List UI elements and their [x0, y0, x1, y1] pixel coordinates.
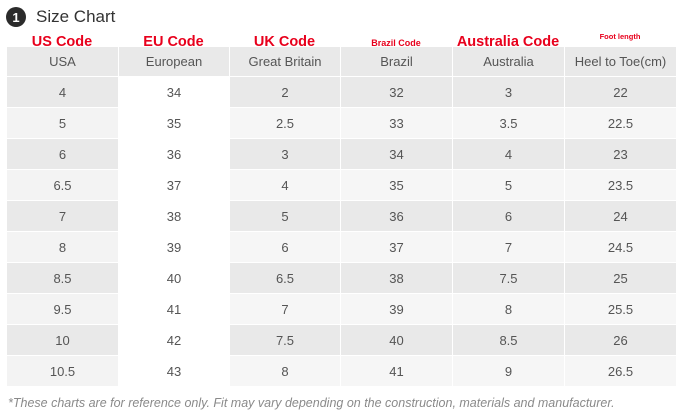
- cell-brazil: 33: [340, 107, 453, 139]
- cell-brazil: 35: [340, 169, 453, 201]
- cell-brazil: 32: [340, 76, 453, 108]
- cell-usa: 10: [6, 324, 119, 356]
- page-title: Size Chart: [36, 7, 116, 26]
- step-number-badge: 1: [6, 7, 26, 27]
- cell-great-britain: 4: [229, 169, 341, 201]
- table-row: 4 34 2 32 3 22: [6, 76, 677, 108]
- cell-brazil: 37: [340, 231, 453, 263]
- cell-heel-to-toe: 22.5: [564, 107, 677, 139]
- cell-great-britain: 7: [229, 293, 341, 325]
- cell-heel-to-toe: 23: [564, 138, 677, 170]
- column-header-australia: Australia: [452, 46, 565, 77]
- cell-australia: 3: [452, 76, 565, 108]
- cell-european: 36: [118, 138, 230, 170]
- table-header-row: USA European Great Britain Brazil Australia H…: [6, 46, 677, 77]
- cell-usa: 9.5: [6, 293, 119, 325]
- cell-usa: 10.5: [6, 355, 119, 387]
- cell-heel-to-toe: 22: [564, 76, 677, 108]
- cell-european: 39: [118, 231, 230, 263]
- cell-heel-to-toe: 24.5: [564, 231, 677, 263]
- cell-european: 34: [118, 76, 230, 108]
- cell-great-britain: 3: [229, 138, 341, 170]
- cell-great-britain: 8: [229, 355, 341, 387]
- cell-great-britain: 7.5: [229, 324, 341, 356]
- column-header-brazil: Brazil: [340, 46, 453, 77]
- column-header-european: European: [118, 46, 230, 77]
- disclaimer-footnote: *These charts are for reference only. Fi…: [8, 396, 615, 410]
- table-row: 10 42 7.5 40 8.5 26: [6, 324, 677, 356]
- cell-brazil: 39: [340, 293, 453, 325]
- table-row: 5 35 2.5 33 3.5 22.5: [6, 107, 677, 139]
- cell-heel-to-toe: 24: [564, 200, 677, 232]
- cell-australia: 6: [452, 200, 565, 232]
- cell-heel-to-toe: 26: [564, 324, 677, 356]
- cell-australia: 8.5: [452, 324, 565, 356]
- cell-australia: 7: [452, 231, 565, 263]
- cell-european: 41: [118, 293, 230, 325]
- table-row: 8 39 6 37 7 24.5: [6, 231, 677, 263]
- cell-heel-to-toe: 25: [564, 262, 677, 294]
- cell-great-britain: 2: [229, 76, 341, 108]
- cell-european: 42: [118, 324, 230, 356]
- cell-australia: 4: [452, 138, 565, 170]
- cell-usa: 8.5: [6, 262, 119, 294]
- cell-brazil: 34: [340, 138, 453, 170]
- column-header-usa: USA: [6, 46, 119, 77]
- table-body: 4 34 2 32 3 22 5 35 2.5 33 3.5 22.5 6 36 3 34 4 23 6.5 37 4 3…: [6, 76, 677, 387]
- column-header-great-britain: Great Britain: [229, 46, 341, 77]
- cell-usa: 6.5: [6, 169, 119, 201]
- cell-usa: 7: [6, 200, 119, 232]
- cell-heel-to-toe: 23.5: [564, 169, 677, 201]
- table-row: 6 36 3 34 4 23: [6, 138, 677, 170]
- brazil-code-label: Brazil Code: [371, 38, 421, 48]
- table-row: 6.5 37 4 35 5 23.5: [6, 169, 677, 201]
- cell-heel-to-toe: 26.5: [564, 355, 677, 387]
- cell-usa: 6: [6, 138, 119, 170]
- table-row: 10.5 43 8 41 9 26.5: [6, 355, 677, 387]
- cell-usa: 4: [6, 76, 119, 108]
- cell-brazil: 38: [340, 262, 453, 294]
- size-chart-table: USA European Great Britain Brazil Australia H…: [6, 46, 677, 387]
- cell-european: 43: [118, 355, 230, 387]
- cell-heel-to-toe: 25.5: [564, 293, 677, 325]
- cell-usa: 5: [6, 107, 119, 139]
- cell-australia: 3.5: [452, 107, 565, 139]
- cell-great-britain: 2.5: [229, 107, 341, 139]
- cell-australia: 7.5: [452, 262, 565, 294]
- cell-australia: 9: [452, 355, 565, 387]
- cell-european: 40: [118, 262, 230, 294]
- table-row: 8.5 40 6.5 38 7.5 25: [6, 262, 677, 294]
- cell-european: 37: [118, 169, 230, 201]
- size-chart-title: 1 Size Chart: [6, 5, 115, 29]
- cell-great-britain: 6.5: [229, 262, 341, 294]
- cell-great-britain: 5: [229, 200, 341, 232]
- cell-brazil: 36: [340, 200, 453, 232]
- cell-australia: 5: [452, 169, 565, 201]
- cell-european: 38: [118, 200, 230, 232]
- cell-brazil: 40: [340, 324, 453, 356]
- cell-australia: 8: [452, 293, 565, 325]
- cell-european: 35: [118, 107, 230, 139]
- cell-brazil: 41: [340, 355, 453, 387]
- cell-great-britain: 6: [229, 231, 341, 263]
- table-row: 7 38 5 36 6 24: [6, 200, 677, 232]
- column-header-heel-to-toe: Heel to Toe(cm): [564, 46, 677, 77]
- foot-length-label: Foot length: [599, 32, 641, 41]
- table-row: 9.5 41 7 39 8 25.5: [6, 293, 677, 325]
- cell-usa: 8: [6, 231, 119, 263]
